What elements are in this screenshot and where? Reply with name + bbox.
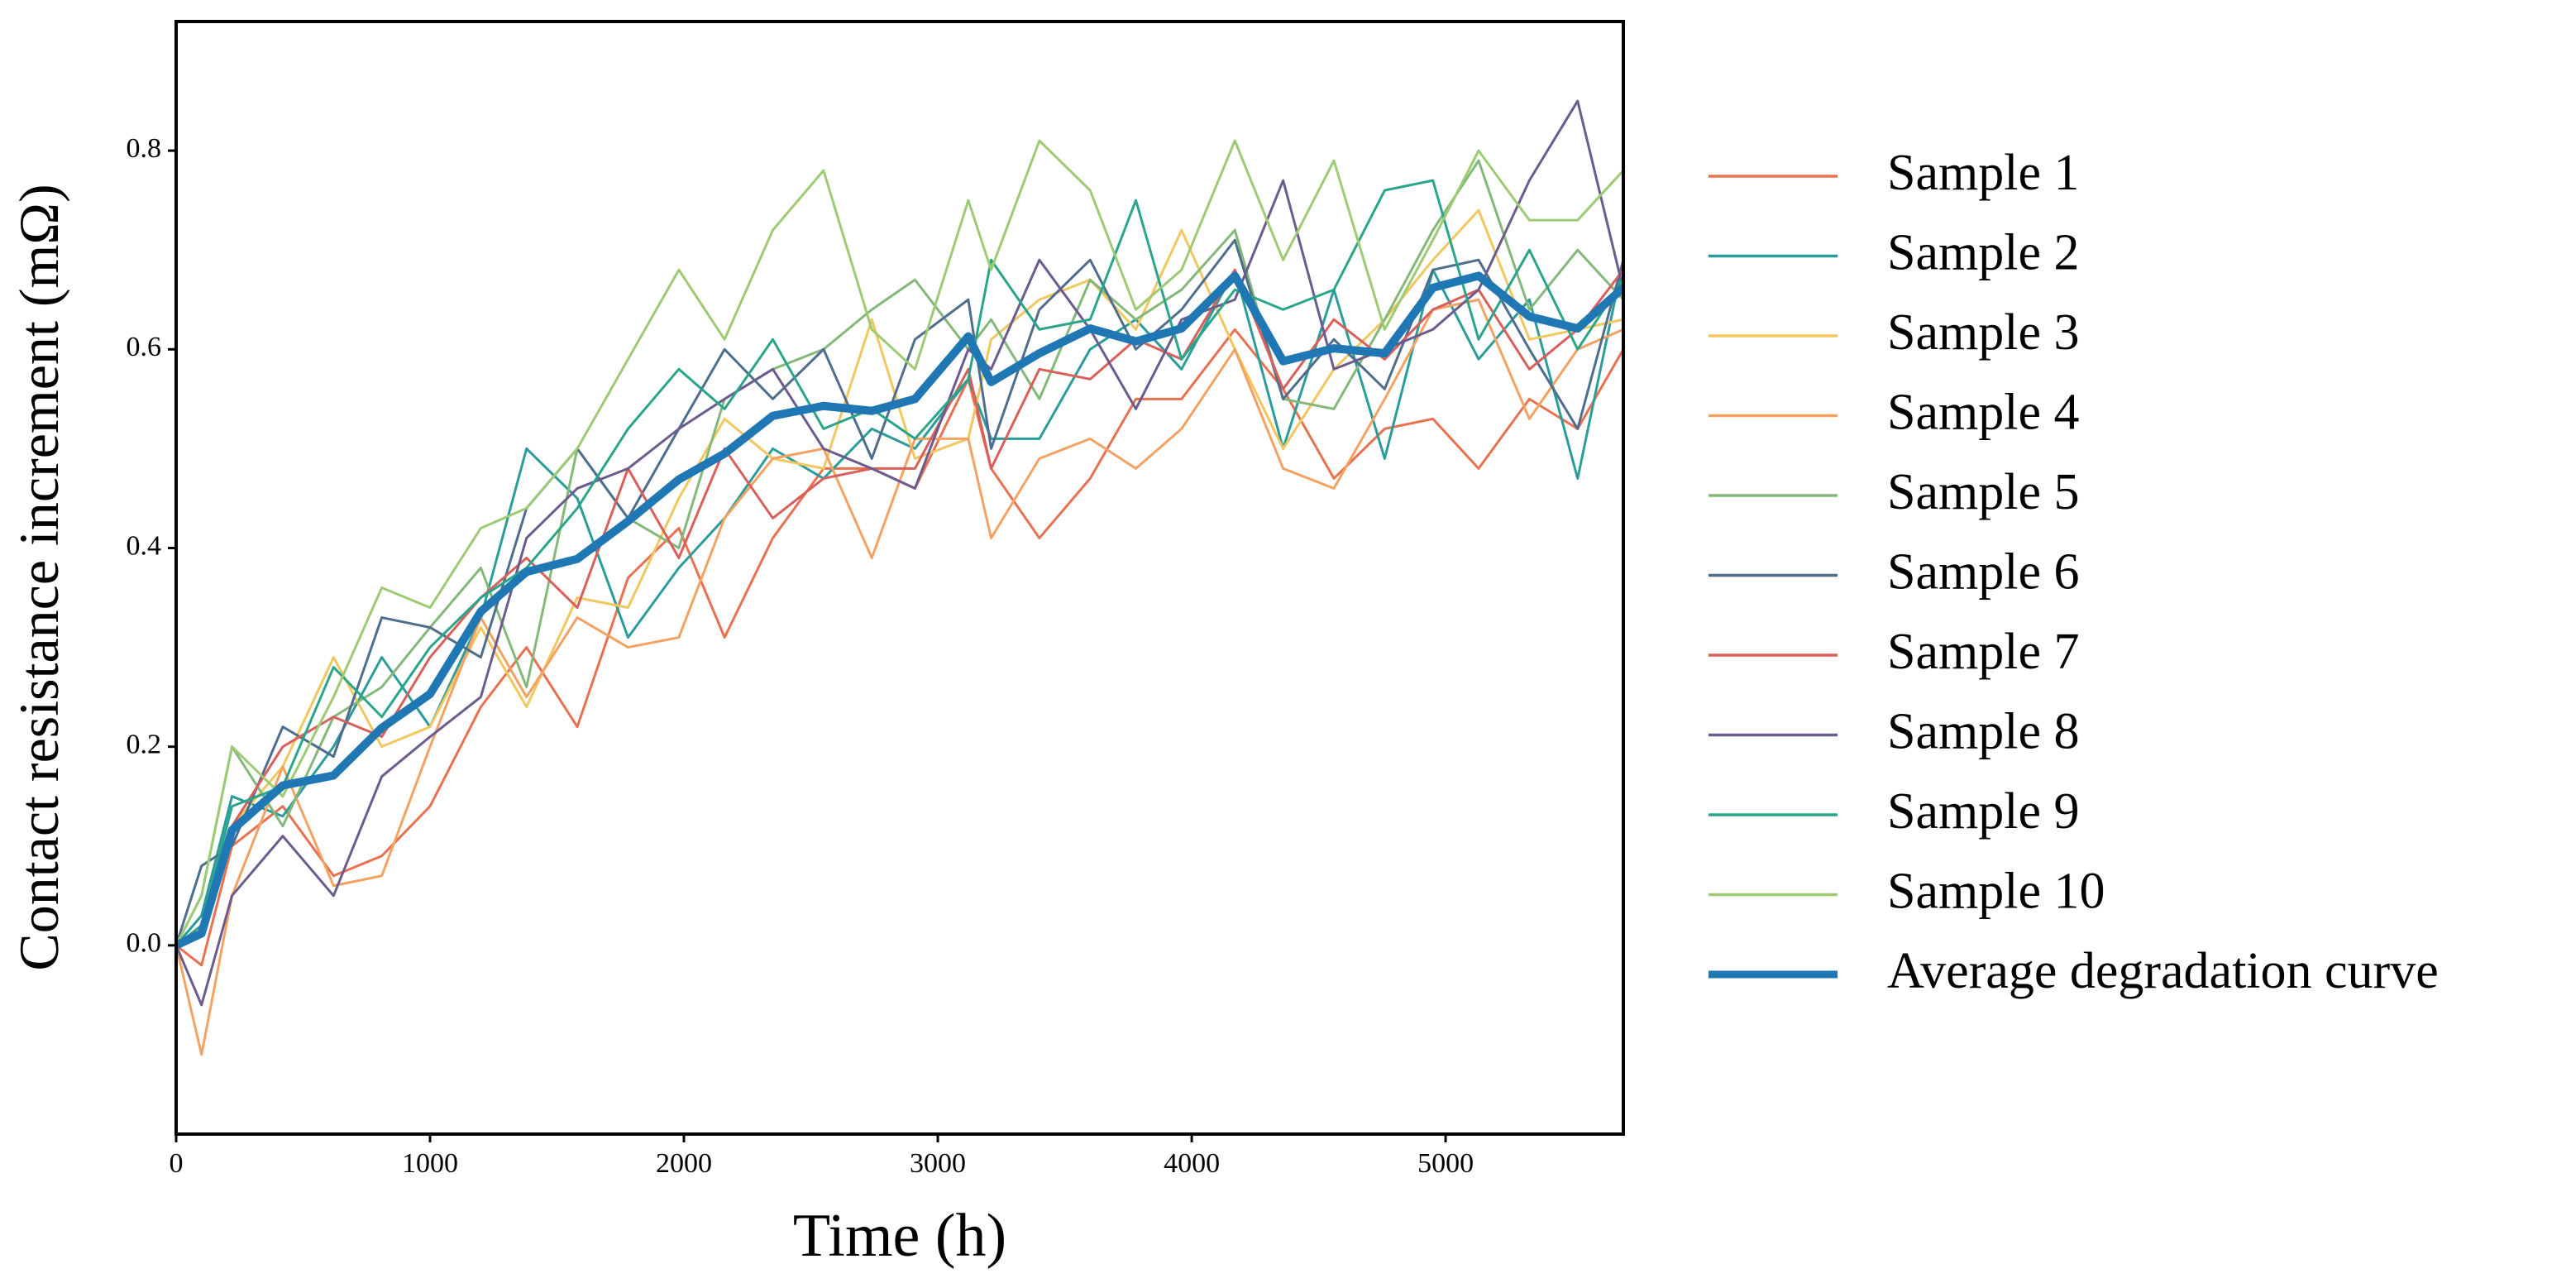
- x-tick-label: 0: [170, 1148, 184, 1179]
- series-line: [176, 159, 1623, 947]
- legend-label: Sample 8: [1887, 704, 2079, 760]
- series-line: [176, 271, 1623, 950]
- legend-label: Sample 2: [1887, 225, 2079, 281]
- y-tick-label: 0.4: [127, 530, 162, 561]
- x-tick-label: 5000: [1417, 1148, 1474, 1179]
- x-tick-label: 2000: [656, 1148, 712, 1179]
- legend-label: Average degradation curve: [1887, 943, 2439, 999]
- legend-label: Sample 9: [1887, 783, 2079, 840]
- y-tick-label: 0.2: [127, 729, 162, 759]
- y-tick-label: 0.8: [127, 133, 162, 164]
- series-line: [176, 208, 1623, 947]
- legend-label: Sample 6: [1887, 544, 2079, 601]
- legend-label: Sample 5: [1887, 464, 2079, 520]
- legend-label: Sample 7: [1887, 624, 2079, 680]
- axes-frame: [174, 20, 1625, 1136]
- y-tick-label: 0.0: [127, 928, 162, 959]
- y-axis-label: Contact resistance increment (mΩ): [7, 184, 70, 970]
- x-tick-label: 1000: [402, 1148, 458, 1179]
- series-line: [176, 139, 1623, 947]
- legend-label: Sample 3: [1887, 304, 2079, 361]
- series-line: [176, 328, 1623, 967]
- series-line: [176, 258, 1623, 947]
- series-line: [176, 298, 1623, 1056]
- x-axis-label: Time (h): [793, 1202, 1006, 1270]
- legend-label: Sample 4: [1887, 385, 2079, 441]
- plot-area: [176, 99, 1623, 1056]
- series-line: [176, 238, 1623, 947]
- series-line: [176, 99, 1623, 1007]
- series-line: [176, 179, 1623, 947]
- y-tick-label: 0.6: [127, 332, 162, 362]
- legend-label: Sample 1: [1887, 145, 2079, 201]
- legend-label: Sample 10: [1887, 864, 2105, 920]
- x-tick-label: 3000: [910, 1148, 966, 1179]
- x-tick-label: 4000: [1164, 1148, 1220, 1179]
